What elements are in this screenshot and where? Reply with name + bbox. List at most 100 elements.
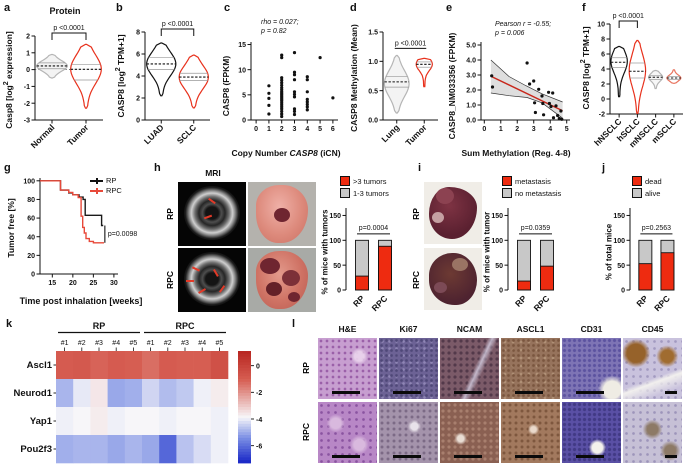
k-heatmap: RP #1 #2 #3 #4 #5 RPC #1 #2 #3 #4 #5 Ascl1 Neurod1 Yap…	[0, 318, 292, 466]
svg-text:25: 25	[89, 280, 97, 287]
stain-title-ascl1: ASCL1	[516, 324, 545, 334]
svg-text:1.0: 1.0	[466, 103, 476, 110]
scale-bar	[393, 455, 421, 458]
svg-text:1: 1	[499, 126, 503, 133]
panel-b: b CASP8 [log2 TPM+1] 8 6 4 2 0 LUAD SCLC p <0.0…	[112, 2, 218, 160]
svg-text:RPC: RPC	[532, 293, 552, 313]
svg-text:p <0.0001: p <0.0001	[53, 25, 84, 32]
svg-text:Tumor: Tumor	[403, 122, 429, 148]
panel-h: h MRI RP RPC % of mice wi	[154, 162, 404, 318]
tumor-photo-rpc	[424, 248, 482, 310]
svg-text:Tumor: Tumor	[65, 122, 91, 148]
stain-title-he: H&E	[338, 324, 357, 334]
j-bar-y-axis-label: % of total mice	[604, 223, 614, 281]
panel-j-letter: j	[602, 162, 606, 174]
svg-text:150: 150	[329, 213, 341, 220]
svg-text:0: 0	[256, 363, 260, 370]
svg-text:RP: RP	[513, 293, 529, 309]
svg-text:-2: -2	[256, 390, 262, 397]
legend-item: no metastasis	[502, 188, 561, 198]
svg-text:RP: RP	[634, 293, 650, 309]
svg-text:4: 4	[601, 67, 605, 74]
svg-text:RP: RP	[93, 321, 106, 331]
svg-text:0: 0	[482, 126, 486, 133]
svg-text:80: 80	[27, 197, 35, 204]
svg-text:100: 100	[329, 238, 341, 245]
ihc-image-rp-cd45	[623, 338, 682, 399]
svg-text:3.0: 3.0	[466, 73, 476, 80]
mri-image-rpc	[178, 248, 246, 312]
svg-text:Pearson r = -0.55;: Pearson r = -0.55;	[495, 21, 551, 28]
svg-text:RPC: RPC	[370, 293, 390, 313]
svg-text:15: 15	[48, 280, 56, 287]
svg-text:30: 30	[110, 280, 118, 287]
svg-text:3: 3	[532, 126, 536, 133]
stain-title-ki67: Ki67	[399, 324, 418, 334]
ihc-image-rpc-ncam	[440, 402, 499, 463]
panel-f-letter: f	[582, 2, 586, 14]
svg-text:p <0.0001: p <0.0001	[395, 40, 426, 47]
panel-e-scatter-plot: 0.0 1.0 2.0 3.0 4.0 5.0 0 1 2 3 4 5 Pearson r = -0.5…	[455, 2, 578, 146]
svg-text:Yap1: Yap1	[30, 416, 53, 427]
i-row-label-rp: RP	[411, 208, 421, 220]
legend-item-rp: RP	[90, 176, 122, 185]
svg-text:SCLC: SCLC	[175, 122, 198, 145]
svg-text:0: 0	[26, 67, 30, 74]
svg-text:-4: -4	[256, 417, 262, 424]
svg-text:5: 5	[242, 92, 246, 99]
stain-title-cd45: CD45	[641, 324, 664, 334]
panel-c-scatter-plot: 0 5 10 15 0 1 2 3 4 5 6 rho = 0.027; p = 0.82	[229, 2, 346, 146]
ihc-image-rpc-cd45	[623, 402, 682, 463]
rpc-line-swatch	[90, 187, 103, 194]
svg-text:-1: -1	[24, 84, 30, 91]
tumor-nodule	[274, 208, 290, 222]
svg-text:100: 100	[613, 238, 625, 245]
mri-cross-section	[184, 186, 240, 241]
svg-text:2: 2	[515, 126, 519, 133]
svg-text:#5: #5	[130, 340, 138, 347]
svg-text:100: 100	[491, 238, 503, 245]
svg-text:RPC: RPC	[175, 321, 195, 331]
scale-bar	[576, 455, 604, 458]
svg-text:20: 20	[69, 280, 77, 287]
svg-text:15: 15	[238, 42, 246, 49]
scale-bar	[393, 391, 421, 394]
l-row-label-rpc: RPC	[301, 423, 311, 441]
mri-cross-section	[184, 252, 240, 307]
svg-text:0: 0	[337, 288, 341, 295]
panel-g-letter: g	[4, 162, 11, 174]
tumor-nodule	[282, 270, 300, 286]
svg-text:20: 20	[27, 253, 35, 260]
ihc-image-rp-he	[318, 338, 377, 399]
svg-text:p <0.0001: p <0.0001	[162, 21, 193, 28]
ihc-image-rp-ncam	[440, 338, 499, 399]
svg-text:1.0: 1.0	[368, 59, 378, 66]
h-bar-legend: >3 tumors 1-3 tumors	[340, 176, 389, 198]
svg-text:Lung: Lung	[379, 122, 401, 144]
i-bar-subpanel: % of mice with tumor metastasis no metas…	[483, 172, 566, 318]
tumor-nodule	[452, 258, 468, 271]
ihc-image-rp-ascl1	[501, 338, 560, 399]
svg-text:4: 4	[305, 126, 309, 133]
legend-item: dead	[632, 176, 662, 186]
panel-a-letter: a	[4, 2, 11, 14]
svg-text:2: 2	[601, 82, 605, 89]
i-row-label-rpc: RPC	[411, 271, 421, 289]
scale-bar	[454, 455, 482, 458]
i-bar-legend: metastasis no metastasis	[502, 176, 561, 198]
panel-e-letter: e	[446, 2, 453, 14]
tumor-nodule	[260, 258, 280, 274]
svg-text:p = 0.006: p = 0.006	[494, 30, 524, 37]
tumor-nodule	[436, 188, 454, 204]
svg-text:#4: #4	[112, 340, 120, 347]
mri-title: MRI	[205, 168, 221, 178]
svg-text:0: 0	[136, 118, 140, 125]
scale-bar	[665, 391, 677, 394]
svg-text:5: 5	[318, 126, 322, 133]
svg-text:60: 60	[27, 216, 35, 223]
svg-text:p=0.2563: p=0.2563	[642, 225, 671, 232]
svg-text:0: 0	[242, 118, 246, 125]
ihc-image-rpc-ki67	[379, 402, 438, 463]
panel-d-violin-plot: 1.5 1.0 0.5 0.0 Lung Tumor p <0.0001	[357, 2, 444, 158]
svg-text:Pou2f3: Pou2f3	[20, 444, 52, 455]
